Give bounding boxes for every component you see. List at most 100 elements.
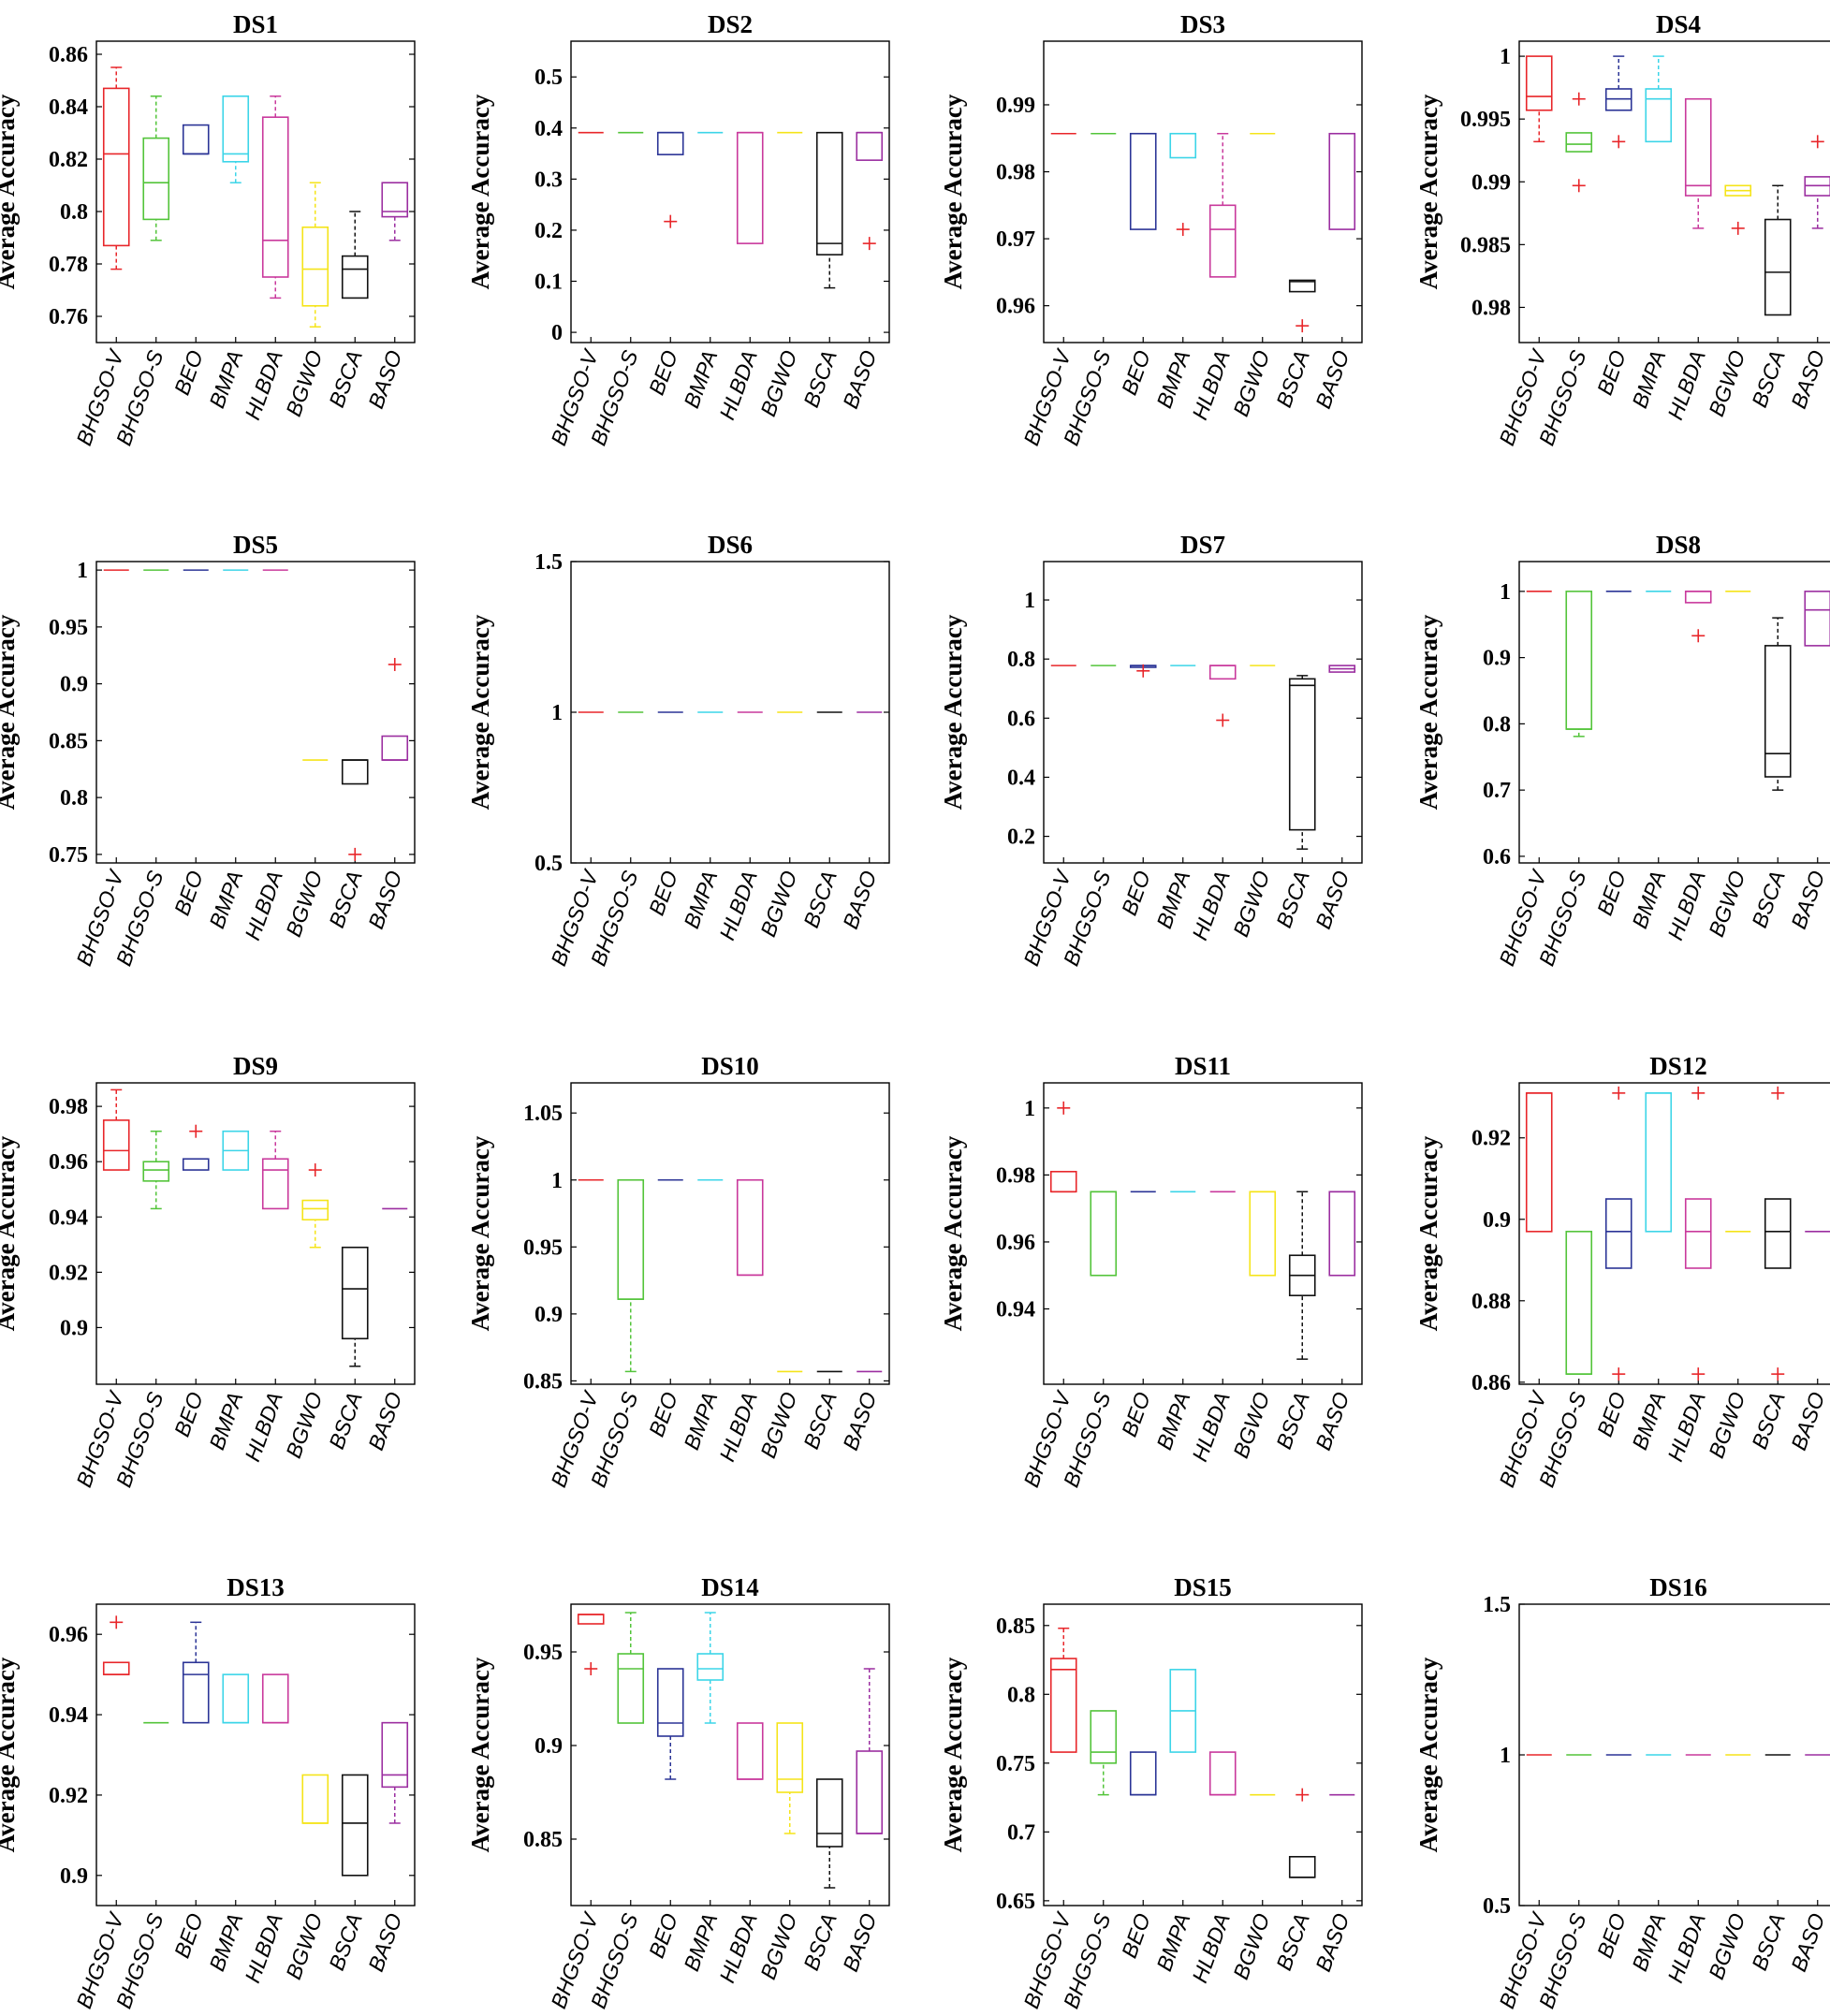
x-category-label: BMPA [1627, 1389, 1670, 1454]
iqr-box [1169, 132, 1197, 159]
box-bgwo [1249, 1191, 1277, 1277]
x-category-label: BEO [644, 1389, 682, 1440]
panel-title: DS2 [708, 10, 753, 38]
x-category-label: BGWO [1704, 347, 1749, 419]
iqr-box [1090, 1710, 1118, 1764]
x-category-label: BEO [1592, 347, 1631, 399]
box-beo [1604, 1086, 1632, 1381]
y-axis-label: Average Accuracy [466, 1135, 494, 1331]
iqr-box [617, 1653, 645, 1724]
plot-frame [1043, 40, 1363, 343]
panel-title: DS16 [1649, 1573, 1707, 1601]
iqr-box [182, 124, 210, 155]
iqr-box [1565, 1231, 1593, 1375]
x-category-label: BSCA [324, 1910, 367, 1974]
box-beo [656, 131, 684, 228]
x-category-label: BGWO [281, 347, 327, 419]
y-tick-label: 0.8 [1007, 648, 1035, 672]
iqr-box [776, 1722, 804, 1793]
panel-title: DS10 [701, 1052, 759, 1080]
iqr-box [1249, 1191, 1277, 1277]
x-category-label: BEO [1592, 1389, 1631, 1440]
y-tick-label: 0.92 [1471, 1127, 1511, 1151]
x-category-label: BEO [1117, 1910, 1155, 1962]
iqr-box [261, 1158, 289, 1210]
y-tick-label: 0.96 [996, 295, 1035, 319]
box-bmpa [696, 1612, 725, 1724]
iqr-box [1288, 279, 1316, 293]
x-category-label: BASO [838, 868, 881, 932]
y-tick-label: 0.85 [49, 729, 88, 753]
y-tick-label: 0.85 [523, 1828, 563, 1852]
box-bgwo [301, 182, 329, 328]
box-hlbda [1684, 97, 1712, 229]
y-tick-label: 1.5 [1483, 1593, 1511, 1617]
iqr-box [856, 1750, 884, 1834]
iqr-box [222, 1673, 250, 1724]
iqr-box [182, 1158, 210, 1171]
x-category-label: BMPA [679, 1910, 722, 1975]
x-category-label: BASO [363, 868, 406, 932]
box-baso [381, 657, 409, 761]
y-tick-label: 0.94 [996, 1298, 1035, 1322]
y-tick-label: 0.96 [49, 1623, 88, 1647]
y-tick-label: 0.4 [534, 117, 563, 141]
iqr-box [341, 759, 369, 785]
x-category-label: BASO [838, 1389, 881, 1454]
plot-frame [570, 1082, 890, 1385]
iqr-box [1049, 1658, 1077, 1753]
iqr-box [222, 95, 250, 163]
box-hlbda [736, 1722, 764, 1780]
box-baso [856, 131, 884, 251]
box-beo [182, 124, 210, 155]
x-category-label: BASO [1786, 1910, 1829, 1975]
box-bsca [815, 1778, 843, 1889]
y-tick-label: 0.99 [996, 94, 1035, 118]
y-tick-label: 1 [1024, 589, 1035, 613]
iqr-box [1604, 1198, 1632, 1269]
y-tick-label: 0.78 [49, 253, 88, 277]
plot-frame [1518, 1082, 1830, 1385]
iqr-box [1129, 1751, 1157, 1796]
iqr-box [1565, 132, 1593, 153]
box-hlbda [261, 1130, 289, 1210]
iqr-box [381, 182, 409, 218]
iqr-box [1328, 1191, 1356, 1277]
x-category-label: BMPA [679, 347, 722, 412]
iqr-box [1645, 88, 1673, 143]
iqr-box [736, 1178, 764, 1277]
box-bhgso-s [1090, 1191, 1118, 1277]
box-bsca [1288, 279, 1316, 333]
iqr-box [1645, 1092, 1673, 1233]
x-category-label: BSCA [1747, 1389, 1790, 1453]
box-bmpa [1645, 1092, 1673, 1233]
y-axis-label: Average Accuracy [0, 94, 20, 289]
box-beo [1129, 132, 1157, 230]
box-hlbda [1208, 665, 1237, 727]
iqr-box [1764, 1198, 1792, 1269]
y-tick-label: 1 [1500, 1744, 1511, 1768]
iqr-box [142, 1161, 170, 1182]
box-bmpa [222, 1130, 250, 1171]
x-category-label: BMPA [1151, 868, 1194, 932]
iqr-box [381, 1721, 409, 1789]
iqr-box [617, 1178, 645, 1300]
plot-frame [1518, 561, 1830, 864]
iqr-box [1288, 678, 1316, 831]
x-category-label: BEO [1117, 347, 1155, 399]
iqr-box [1684, 1198, 1712, 1269]
x-category-label: BSCA [798, 1389, 842, 1453]
x-category-label: BSCA [1271, 1389, 1314, 1453]
y-tick-label: 0.97 [996, 227, 1035, 252]
iqr-box [261, 1673, 289, 1724]
iqr-box [301, 1774, 329, 1824]
y-tick-label: 1 [551, 701, 563, 725]
x-category-label: BGWO [281, 1910, 327, 1982]
box-bhgso-s [142, 1130, 170, 1210]
y-axis-label: Average Accuracy [466, 1657, 494, 1852]
